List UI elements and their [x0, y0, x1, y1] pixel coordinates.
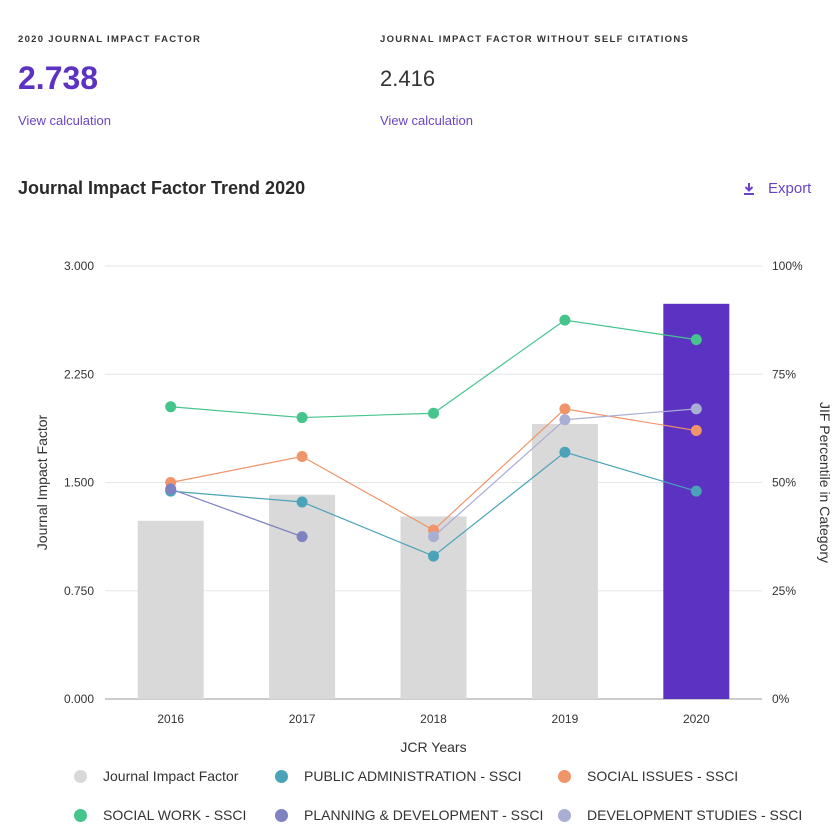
legend-marker-icon	[558, 769, 571, 783]
y-axis-title: Journal Impact Factor	[34, 414, 50, 550]
y2-tick-label: 0%	[772, 692, 790, 706]
series-point-3-2016	[165, 483, 177, 495]
bar-2017	[269, 494, 336, 699]
x-tick-label: 2016	[157, 712, 184, 726]
legend-label: PLANNING & DEVELOPMENT - SSCI	[304, 807, 544, 823]
series-line-1	[170, 408, 697, 531]
series-point-0-2019	[559, 446, 571, 458]
y2-tick-label: 50%	[772, 476, 796, 490]
legend-item[interactable]: DEVELOPMENT STUDIES - SSCI	[558, 807, 802, 823]
y-tick-label: 3.000	[64, 259, 94, 273]
x-tick-label: 2018	[420, 712, 447, 726]
metric-label: 2020 JOURNAL IMPACT FACTOR	[18, 34, 202, 45]
bar-2016	[137, 520, 204, 699]
legend-marker-icon	[74, 769, 87, 783]
legend-item[interactable]: SOCIAL WORK - SSCI	[74, 807, 246, 823]
series-point-2-2020	[690, 334, 702, 346]
series-point-0-2018	[428, 550, 439, 562]
y-tick-label: 2.250	[64, 367, 94, 381]
export-button[interactable]: Export	[742, 180, 811, 197]
x-tick-label: 2020	[683, 712, 710, 726]
series-point-1-2017	[296, 451, 308, 463]
x-tick-label: 2017	[289, 712, 316, 726]
y2-tick-label: 75%	[772, 367, 796, 381]
y2-tick-label: 100%	[772, 259, 803, 273]
bar-2020	[663, 303, 730, 699]
export-label: Export	[768, 180, 812, 197]
series-point-4-2019	[559, 414, 571, 426]
legend-marker-icon	[558, 808, 571, 822]
series-line-2	[170, 319, 697, 419]
y-tick-label: 0.000	[64, 692, 94, 706]
view-calculation-link[interactable]: View calculation	[18, 113, 111, 128]
legend-label: SOCIAL WORK - SSCI	[103, 807, 247, 823]
series-point-1-2020	[690, 425, 702, 437]
series-point-1-2019	[559, 403, 571, 415]
series-point-2-2018	[428, 407, 439, 419]
legend-label: Journal Impact Factor	[103, 768, 239, 784]
y2-axis-title: JIF Percentile in Category	[817, 402, 833, 563]
bar-2018	[400, 516, 467, 699]
legend-label: DEVELOPMENT STUDIES - SSCI	[587, 807, 803, 823]
legend-item[interactable]: Journal Impact Factor	[74, 768, 238, 784]
series-point-2-2017	[296, 412, 308, 424]
legend-item[interactable]: SOCIAL ISSUES - SSCI	[558, 768, 738, 784]
y-tick-label: 0.750	[64, 584, 94, 598]
series-point-4-2020	[690, 403, 702, 415]
series-point-4-2018	[428, 531, 439, 543]
series-point-3-2017	[296, 531, 308, 543]
metric-value: 2.416	[380, 66, 436, 91]
legend-marker-icon	[275, 808, 288, 822]
view-calculation-link[interactable]: View calculation	[380, 113, 473, 128]
series-point-0-2020	[690, 485, 702, 497]
metric-label: JOURNAL IMPACT FACTOR WITHOUT SELF CITAT…	[380, 34, 690, 45]
chart-title: Journal Impact Factor Trend 2020	[18, 178, 306, 198]
series-point-2-2016	[165, 401, 177, 413]
x-axis-title: JCR Years	[400, 739, 466, 755]
series-line-3	[170, 488, 303, 538]
y2-tick-label: 25%	[772, 584, 796, 598]
series-point-0-2017	[296, 496, 308, 508]
bar-2019	[531, 424, 598, 699]
legend-marker-icon	[74, 808, 87, 822]
download-icon	[744, 182, 754, 195]
y-tick-label: 1.500	[64, 476, 94, 490]
legend-marker-icon	[275, 769, 288, 783]
series-point-2-2019	[559, 314, 571, 326]
legend-item[interactable]: PLANNING & DEVELOPMENT - SSCI	[275, 807, 543, 823]
metric-value: 2.738	[18, 60, 99, 96]
legend-item[interactable]: PUBLIC ADMINISTRATION - SSCI	[275, 768, 522, 784]
x-tick-label: 2019	[552, 712, 579, 726]
legend-label: PUBLIC ADMINISTRATION - SSCI	[304, 768, 522, 784]
legend-label: SOCIAL ISSUES - SSCI	[587, 768, 739, 784]
